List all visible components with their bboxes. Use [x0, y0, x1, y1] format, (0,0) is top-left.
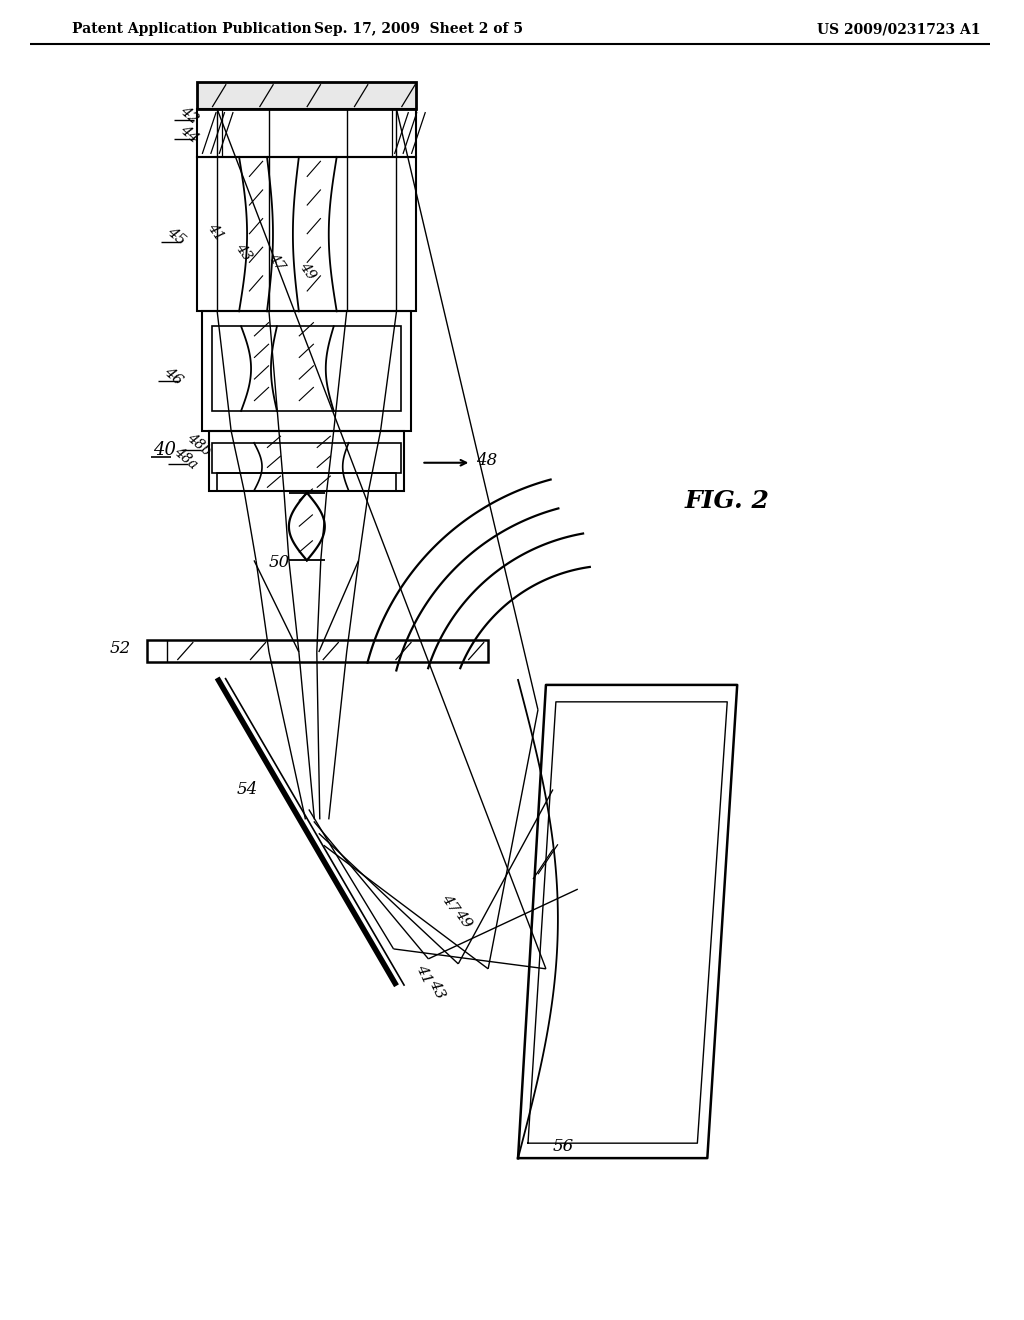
Text: Patent Application Publication: Patent Application Publication	[72, 22, 311, 37]
Bar	[198, 157, 417, 312]
Text: Sep. 17, 2009  Sheet 2 of 5: Sep. 17, 2009 Sheet 2 of 5	[314, 22, 523, 37]
Text: 50: 50	[269, 554, 290, 570]
Text: FIG. 2: FIG. 2	[685, 488, 770, 512]
Text: 47: 47	[438, 892, 461, 916]
Bar	[209, 430, 404, 491]
Bar	[198, 82, 417, 110]
Text: 48: 48	[476, 453, 498, 469]
Text: 42: 42	[177, 103, 202, 127]
Text: US 2009/0231723 A1: US 2009/0231723 A1	[817, 22, 980, 37]
Text: 52: 52	[110, 640, 131, 656]
Text: 54: 54	[238, 781, 258, 799]
Bar	[212, 442, 401, 473]
Text: 56: 56	[553, 1138, 574, 1155]
Text: 47: 47	[266, 251, 288, 273]
Text: 41: 41	[414, 962, 434, 986]
Bar	[198, 110, 417, 157]
Bar	[202, 312, 412, 430]
Text: 49: 49	[297, 260, 318, 282]
Text: 45: 45	[165, 224, 188, 248]
Text: 43: 43	[426, 977, 447, 1001]
Text: 43: 43	[232, 240, 254, 263]
Text: 48a: 48a	[171, 445, 201, 473]
Text: 48b: 48b	[184, 430, 214, 459]
Text: 46: 46	[162, 364, 185, 388]
Text: 44: 44	[177, 123, 202, 145]
Text: 40: 40	[154, 441, 176, 459]
Text: 41: 41	[204, 220, 226, 243]
Bar	[217, 473, 396, 491]
Bar	[212, 326, 401, 411]
Bar	[147, 640, 488, 663]
Text: 49: 49	[452, 907, 474, 931]
